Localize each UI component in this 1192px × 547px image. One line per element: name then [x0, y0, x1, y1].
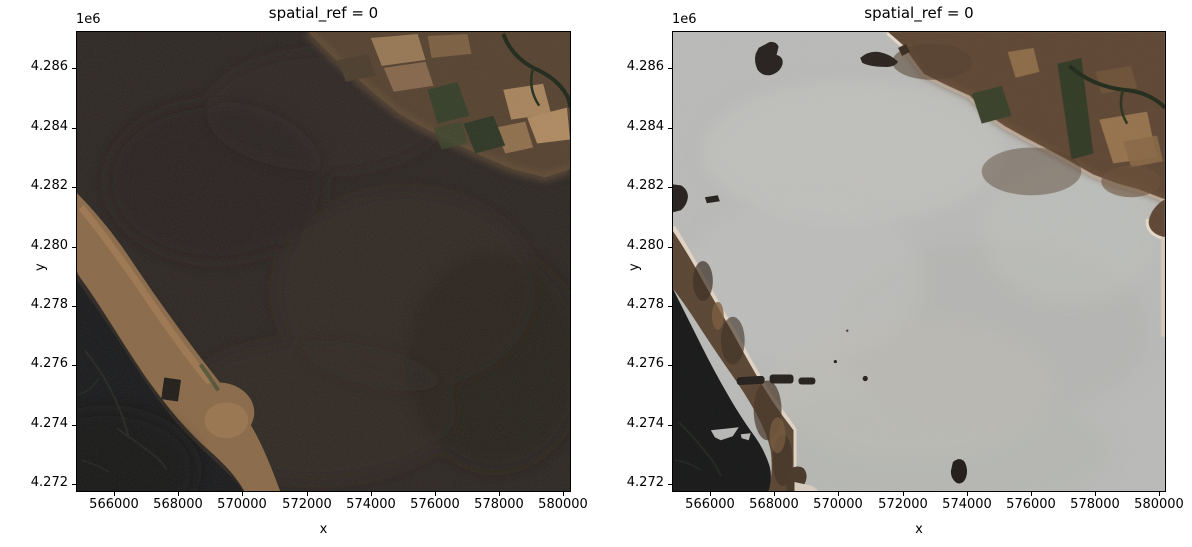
x-tick-mark — [178, 492, 179, 496]
right-y-offset-label: 1e6 — [672, 12, 697, 27]
y-tick-label: 4.286 — [626, 59, 664, 74]
y-tick-label: 4.272 — [626, 475, 664, 490]
masked-satellite-image — [673, 32, 1165, 491]
x-tick-mark — [774, 492, 775, 496]
x-tick-label: 576000 — [410, 497, 460, 512]
x-tick-mark — [1031, 492, 1032, 496]
y-tick-mark — [72, 484, 76, 485]
x-tick-mark — [1095, 492, 1096, 496]
x-tick-mark — [499, 492, 500, 496]
x-tick-label: 568000 — [749, 497, 799, 512]
y-tick-mark — [72, 365, 76, 366]
y-tick-mark — [668, 365, 672, 366]
y-tick-label: 4.284 — [30, 119, 68, 134]
right-panel-title: spatial_ref = 0 — [864, 4, 974, 22]
right-y-axis-label: y — [627, 263, 642, 271]
y-tick-label: 4.278 — [626, 297, 664, 312]
y-tick-mark — [72, 247, 76, 248]
y-tick-label: 4.282 — [30, 178, 68, 193]
x-tick-mark — [967, 492, 968, 496]
y-tick-mark — [668, 128, 672, 129]
x-tick-label: 578000 — [474, 497, 524, 512]
y-tick-label: 4.280 — [30, 238, 68, 253]
x-tick-label: 580000 — [538, 497, 588, 512]
y-tick-label: 4.286 — [30, 59, 68, 74]
x-tick-label: 572000 — [878, 497, 928, 512]
y-tick-label: 4.274 — [30, 416, 68, 431]
x-tick-label: 580000 — [1134, 497, 1184, 512]
y-tick-label: 4.282 — [626, 178, 664, 193]
y-tick-label: 4.272 — [30, 475, 68, 490]
x-tick-mark — [435, 492, 436, 496]
left-plot-area — [76, 31, 571, 492]
y-tick-mark — [72, 128, 76, 129]
x-tick-label: 574000 — [346, 497, 396, 512]
y-tick-mark — [72, 425, 76, 426]
x-tick-label: 570000 — [217, 497, 267, 512]
y-tick-mark — [668, 187, 672, 188]
left-y-axis-label: y — [33, 263, 48, 271]
x-tick-mark — [710, 492, 711, 496]
x-tick-mark — [563, 492, 564, 496]
y-tick-label: 4.276 — [626, 356, 664, 371]
x-tick-label: 572000 — [282, 497, 332, 512]
y-tick-mark — [668, 306, 672, 307]
left-x-axis-label: x — [319, 522, 328, 537]
x-tick-label: 576000 — [1006, 497, 1056, 512]
x-tick-mark — [114, 492, 115, 496]
x-tick-mark — [903, 492, 904, 496]
x-tick-label: 578000 — [1070, 497, 1120, 512]
x-tick-mark — [1159, 492, 1160, 496]
left-panel-title: spatial_ref = 0 — [268, 4, 379, 22]
x-tick-label: 568000 — [153, 497, 203, 512]
y-tick-label: 4.278 — [30, 297, 68, 312]
x-tick-label: 570000 — [813, 497, 863, 512]
y-tick-mark — [72, 306, 76, 307]
x-tick-label: 566000 — [89, 497, 139, 512]
right-plot-area — [672, 31, 1166, 492]
x-tick-mark — [242, 492, 243, 496]
x-tick-label: 574000 — [942, 497, 992, 512]
y-tick-mark — [668, 425, 672, 426]
y-tick-mark — [668, 484, 672, 485]
y-tick-label: 4.280 — [626, 238, 664, 253]
right-x-axis-label: x — [915, 522, 923, 537]
x-tick-label: 566000 — [685, 497, 735, 512]
x-tick-mark — [371, 492, 372, 496]
y-tick-mark — [72, 68, 76, 69]
left-y-offset-label: 1e6 — [76, 12, 101, 27]
x-tick-mark — [307, 492, 308, 496]
y-tick-mark — [72, 187, 76, 188]
y-tick-label: 4.276 — [30, 356, 68, 371]
x-tick-mark — [838, 492, 839, 496]
y-tick-mark — [668, 68, 672, 69]
y-tick-label: 4.274 — [626, 416, 664, 431]
y-tick-mark — [668, 247, 672, 248]
y-tick-label: 4.284 — [626, 119, 664, 134]
satellite-image — [77, 32, 570, 491]
